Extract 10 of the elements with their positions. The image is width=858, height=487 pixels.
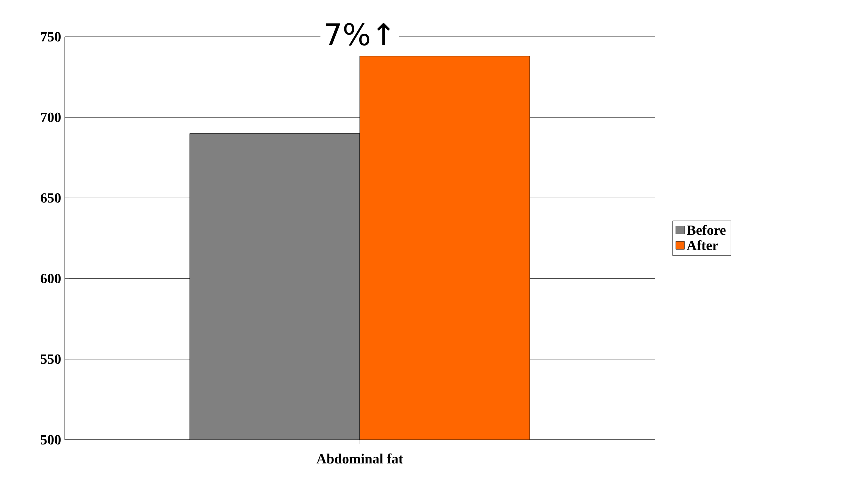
x-tick-label: Abdominal fat	[316, 454, 404, 464]
y-tick-label: 650	[40, 193, 61, 203]
y-tick-label: 700	[41, 112, 61, 122]
y-tick-label: 500	[41, 435, 61, 445]
legend-label: After	[686, 240, 718, 250]
y-tick-label: 600	[40, 274, 61, 284]
y-tick-label: 550	[41, 354, 61, 364]
annotation: 7%↑	[326, 23, 390, 46]
legend-label: Before	[687, 225, 726, 236]
y-tick-label: 750	[41, 32, 61, 42]
